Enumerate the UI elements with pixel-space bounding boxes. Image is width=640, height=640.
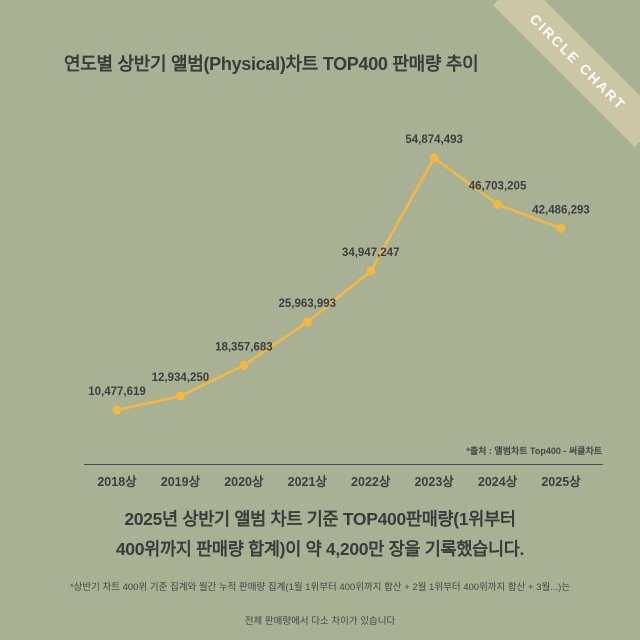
x-label-2020상: 2020상 bbox=[224, 475, 264, 489]
trend-line bbox=[116, 156, 562, 412]
data-point-2018상 bbox=[112, 405, 122, 415]
x-label-2021상: 2021상 bbox=[287, 475, 327, 489]
value-label-2020상: 18,357,683 bbox=[215, 341, 273, 353]
value-label-2025상: 42,486,293 bbox=[532, 204, 590, 216]
value-label-2021상: 25,963,993 bbox=[279, 298, 337, 310]
data-point-2022상 bbox=[366, 266, 376, 276]
value-label-2019상: 12,934,250 bbox=[152, 372, 210, 384]
data-point-2023상 bbox=[429, 153, 439, 163]
footnote-line-1: *상반기 차트 400위 기준 집계와 월간 누적 판매량 집계(1월 1위부터… bbox=[69, 582, 571, 593]
x-label-2022상: 2022상 bbox=[351, 475, 391, 489]
summary-line-1: 2025년 상반기 앨범 차트 기준 TOP400판매량(1위부터 bbox=[124, 509, 516, 529]
page-title: 연도별 상반기 앨범(Physical)차트 TOP400 판매량 추이 bbox=[64, 54, 479, 74]
summary-line-2: 400위까지 판매량 합계)이 약 4,200만 장을 기록했습니다. bbox=[115, 539, 525, 559]
album-sales-line-chart: 10,477,619 12,934,250 18,357,683 25,963,993… bbox=[88, 134, 590, 415]
data-point-2020상 bbox=[239, 360, 249, 370]
data-point-2021상 bbox=[302, 317, 312, 327]
value-label-2023상: 54,874,493 bbox=[405, 134, 463, 146]
source-note: *출처 : 앨범차트 Top400 - 써클차트 bbox=[466, 446, 602, 456]
x-axis-line bbox=[84, 464, 603, 465]
x-label-2019상: 2019상 bbox=[160, 475, 201, 489]
x-axis-labels: 2018상 2019상 2020상 2021상 2022상 2023상 2024상 2025상 bbox=[0, 471, 640, 491]
data-point-2024상 bbox=[493, 199, 503, 209]
value-label-2024상: 46,703,205 bbox=[469, 180, 527, 192]
x-label-2023상: 2023상 bbox=[414, 475, 454, 489]
summary-text: 2025년 상반기 앨범 차트 기준 TOP400판매량(1위부터 400위까지… bbox=[0, 504, 640, 564]
value-label-2018상: 10,477,619 bbox=[88, 386, 146, 398]
data-point-2019상 bbox=[175, 391, 185, 401]
x-label-2025상: 2025상 bbox=[541, 475, 581, 489]
data-point-2025상 bbox=[556, 223, 566, 233]
x-label-2018상: 2018상 bbox=[97, 475, 137, 489]
footnote-line-2: 전체 판매량에서 다소 차이가 있습니다 bbox=[244, 616, 396, 627]
value-label-2022상: 34,947,247 bbox=[342, 247, 400, 259]
x-label-2024상: 2024상 bbox=[477, 475, 518, 489]
